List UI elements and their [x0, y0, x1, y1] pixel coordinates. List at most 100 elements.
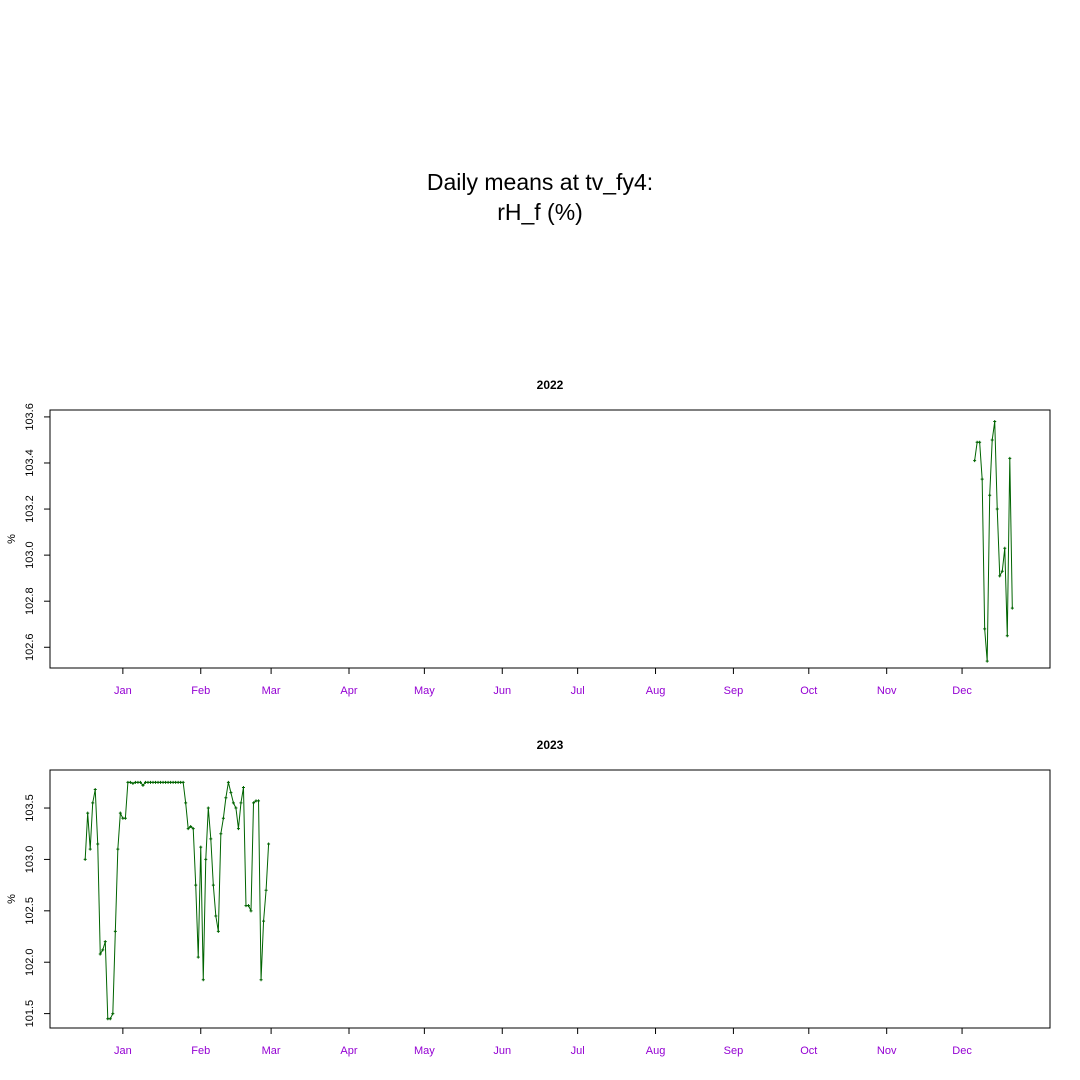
data-point: [199, 845, 203, 849]
x-tick-label: Aug: [646, 685, 666, 697]
data-point: [154, 780, 158, 784]
data-point: [234, 806, 238, 810]
data-point: [236, 827, 240, 831]
y-tick-label: 103.0: [24, 541, 36, 569]
data-point: [983, 627, 987, 631]
data-point: [990, 438, 994, 442]
data-point: [186, 827, 190, 831]
data-point: [1008, 456, 1012, 460]
data-point: [1003, 546, 1007, 550]
data-point: [83, 857, 87, 861]
x-tick-label: Oct: [800, 1045, 817, 1057]
x-tick-label: Jan: [114, 1045, 132, 1057]
data-line: [974, 421, 1013, 662]
data-point: [206, 806, 210, 810]
data-point: [201, 978, 205, 982]
data-point: [191, 827, 195, 831]
y-tick-label: 103.2: [24, 495, 36, 523]
data-point: [241, 785, 245, 789]
data-point: [988, 493, 992, 497]
data-point: [257, 799, 261, 803]
data-point: [267, 842, 271, 846]
data-point: [252, 801, 256, 805]
data-point: [161, 780, 165, 784]
data-point: [229, 791, 233, 795]
data-point: [108, 1017, 112, 1021]
data-point: [216, 929, 220, 933]
data-point: [143, 780, 147, 784]
data-point: [1000, 569, 1004, 573]
data-point: [189, 825, 193, 829]
x-tick-label: Jun: [493, 685, 511, 697]
x-tick-label: Nov: [877, 1045, 897, 1057]
data-point: [194, 883, 198, 887]
data-point: [993, 420, 997, 424]
data-point: [246, 904, 250, 908]
data-point: [239, 801, 243, 805]
x-tick-label: Feb: [191, 1045, 210, 1057]
plot-frame: [49, 409, 1051, 669]
data-point: [998, 574, 1002, 578]
data-point: [128, 780, 132, 784]
data-point: [179, 780, 183, 784]
data-point: [126, 780, 130, 784]
x-tick-label: Apr: [340, 685, 357, 697]
data-point: [204, 857, 208, 861]
data-point: [136, 780, 140, 784]
x-tick-label: Jul: [571, 685, 585, 697]
data-point: [975, 440, 979, 444]
data-point: [169, 780, 173, 784]
y-tick-label: 102.5: [24, 897, 36, 925]
data-point: [174, 780, 178, 784]
data-point: [259, 978, 263, 982]
data-point: [106, 1017, 110, 1021]
y-tick-label: 101.5: [24, 1000, 36, 1028]
x-tick-label: Apr: [340, 1045, 357, 1057]
y-axis-label: %: [6, 534, 18, 544]
data-point: [1005, 634, 1009, 638]
y-tick-label: 102.0: [24, 948, 36, 976]
x-tick-label: May: [414, 685, 435, 697]
data-point: [149, 780, 153, 784]
x-tick-label: Jan: [114, 685, 132, 697]
chart-subtitle: rH_f (%): [497, 199, 583, 225]
data-point: [93, 788, 97, 792]
data-point: [166, 780, 170, 784]
x-tick-label: Oct: [800, 685, 817, 697]
y-tick-label: 103.4: [24, 449, 36, 477]
x-tick-label: Sep: [724, 1045, 744, 1057]
data-point: [219, 832, 223, 836]
y-tick-label: 103.5: [24, 794, 36, 822]
plot-frame: [49, 769, 1051, 1029]
data-point: [254, 799, 258, 803]
y-tick-label: 103.0: [24, 846, 36, 874]
data-point: [88, 847, 92, 851]
data-point: [159, 780, 163, 784]
data-point: [113, 929, 117, 933]
data-point: [1010, 606, 1014, 610]
y-tick-label: 102.8: [24, 587, 36, 615]
data-point: [86, 811, 90, 815]
data-point: [211, 883, 215, 887]
data-point: [146, 780, 150, 784]
data-point: [264, 888, 268, 892]
data-point: [131, 781, 135, 785]
data-point: [138, 780, 142, 784]
data-point: [196, 955, 200, 959]
panel-title: 2022: [537, 378, 564, 392]
data-point: [221, 816, 225, 820]
x-tick-label: Feb: [191, 685, 210, 697]
data-point: [123, 816, 127, 820]
x-tick-label: Aug: [646, 1045, 666, 1057]
chart-title: Daily means at tv_fy4:: [427, 169, 653, 195]
x-tick-label: Dec: [952, 1045, 972, 1057]
y-tick-label: 103.6: [24, 403, 36, 431]
data-point: [249, 909, 253, 913]
data-point: [181, 780, 185, 784]
data-point: [985, 659, 989, 663]
data-point: [231, 801, 235, 805]
data-point: [214, 914, 218, 918]
y-tick-label: 102.6: [24, 634, 36, 662]
